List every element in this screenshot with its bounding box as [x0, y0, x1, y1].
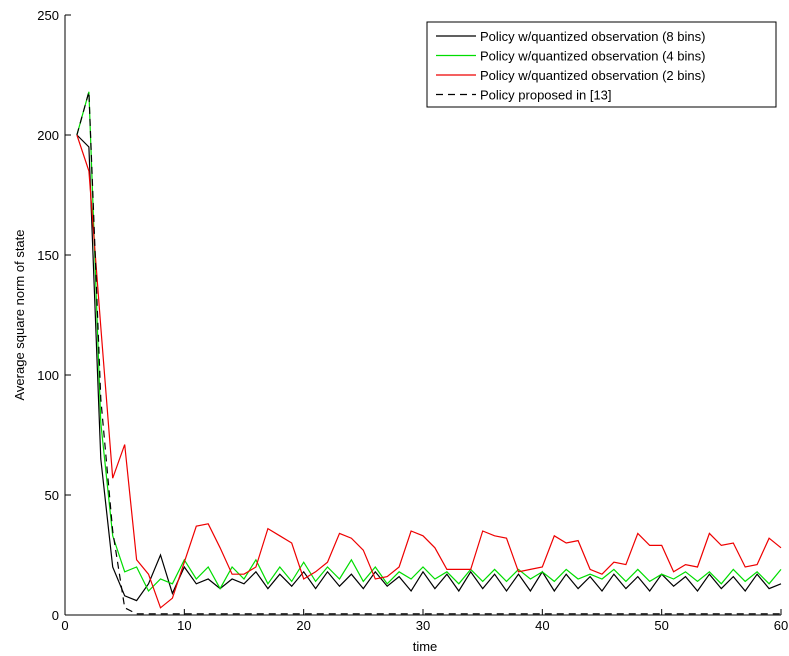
axes-layer: 0 10 20 30 40 50 60 0 50 100 150 200 250	[37, 8, 788, 633]
plot-background	[65, 15, 781, 615]
series-line-3	[76, 134, 782, 609]
x-tick-label: 0	[61, 618, 68, 633]
y-tick-label: 100	[37, 368, 59, 383]
series-layer	[76, 91, 782, 615]
x-tick-label: 10	[177, 618, 191, 633]
legend-label-4: Policy proposed in [13]	[480, 88, 612, 103]
legend-label-3: Policy w/quantized observation (2 bins)	[480, 68, 705, 83]
y-tick-label: 200	[37, 128, 59, 143]
x-tick-label: 50	[654, 618, 668, 633]
y-tick-label: 0	[52, 608, 59, 623]
x-tick-label: 60	[774, 618, 788, 633]
legend-label-1: Policy w/quantized observation (8 bins)	[480, 29, 705, 44]
x-tick-label: 20	[296, 618, 310, 633]
y-axis-label: Average square norm of state	[12, 229, 27, 400]
series-line-4	[76, 91, 781, 615]
legend-box	[426, 21, 777, 108]
y-tick-label: 50	[45, 488, 59, 503]
x-tick-label: 30	[416, 618, 430, 633]
legend: Policy w/quantized observation (8 bins) P…	[426, 21, 777, 108]
x-axis-label: time	[413, 639, 438, 654]
legend-label-2: Policy w/quantized observation (4 bins)	[480, 49, 705, 64]
series-line-2	[76, 91, 782, 593]
plot-area	[65, 15, 781, 615]
series-line-1	[76, 134, 782, 602]
y-tick-label: 250	[37, 8, 59, 23]
y-tick-label: 150	[37, 248, 59, 263]
x-tick-label: 40	[535, 618, 549, 633]
